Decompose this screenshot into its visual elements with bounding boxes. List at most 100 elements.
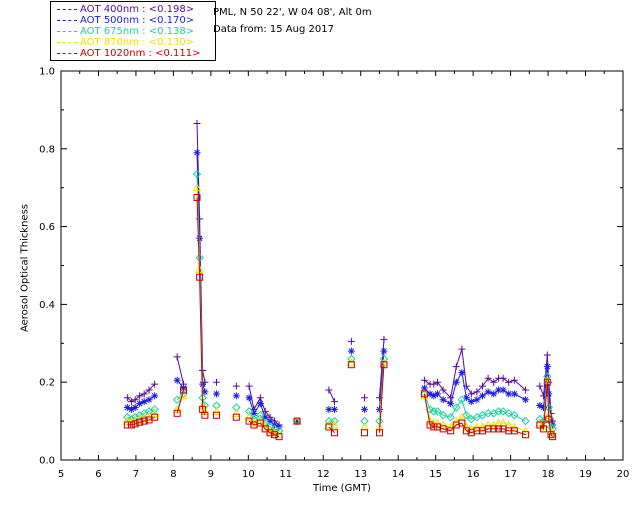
data-point — [425, 405, 435, 414]
data-point — [510, 427, 518, 435]
data-point — [192, 183, 202, 192]
data-point — [479, 382, 486, 390]
x-tick-label: 12 — [317, 469, 330, 480]
x-tick-label: 6 — [95, 469, 101, 480]
data-point — [505, 378, 513, 386]
data-point — [212, 390, 220, 398]
data-point — [495, 386, 503, 394]
legend-label-870nm: AOT 870nm : <0.130> — [80, 37, 195, 48]
data-point — [543, 363, 551, 371]
data-point — [439, 396, 447, 404]
data-point — [256, 400, 264, 408]
series-layer — [122, 120, 557, 441]
data-point — [293, 417, 301, 425]
data-date: Data from: 15 Aug 2017 — [213, 24, 334, 35]
data-point — [347, 354, 356, 364]
data-point — [140, 417, 148, 425]
data-point — [478, 422, 487, 431]
data-point — [127, 405, 135, 413]
data-point — [330, 416, 339, 426]
data-point — [360, 394, 368, 402]
data-point — [434, 378, 442, 386]
data-point — [360, 416, 369, 426]
data-point — [127, 414, 136, 424]
data-point — [131, 420, 139, 428]
series-aot-400nm — [123, 120, 557, 429]
series-line — [127, 197, 553, 438]
x-tick-label: 17 — [504, 469, 517, 480]
data-point — [420, 391, 429, 400]
data-point — [375, 429, 383, 437]
x-tick-label: 8 — [170, 469, 176, 480]
data-point — [244, 412, 254, 421]
data-point — [192, 169, 202, 179]
series-aot-1020nm — [123, 193, 557, 441]
data-point — [433, 407, 442, 416]
data-point — [521, 426, 530, 435]
data-point — [150, 405, 159, 414]
data-point — [136, 400, 144, 408]
data-point — [331, 429, 339, 437]
data-point — [140, 390, 148, 398]
data-point — [136, 392, 144, 400]
data-point — [446, 413, 455, 422]
y-tick-label: 0.8 — [39, 144, 55, 155]
data-point — [255, 416, 265, 425]
data-point — [430, 423, 438, 431]
data-point — [521, 416, 530, 426]
data-point — [479, 392, 486, 400]
data-point — [522, 431, 530, 439]
data-point — [151, 380, 159, 388]
data-point — [360, 405, 368, 413]
data-point — [150, 408, 160, 417]
data-point — [380, 335, 388, 343]
data-point — [123, 421, 131, 429]
legend-label-500nm: AOT 500nm : <0.170> — [80, 15, 195, 26]
data-point — [261, 425, 269, 433]
data-point — [256, 411, 265, 420]
data-point — [462, 411, 471, 420]
data-point — [145, 396, 153, 404]
data-point — [151, 413, 159, 421]
data-point — [545, 415, 553, 423]
data-point — [325, 405, 333, 413]
data-point — [429, 407, 439, 416]
data-point — [325, 423, 333, 431]
legend: AOT 400nm : <0.198> AOT 500nm : <0.170> … — [50, 1, 216, 61]
data-point — [347, 358, 356, 367]
data-point — [510, 422, 519, 431]
data-point — [420, 384, 428, 392]
data-point — [490, 390, 498, 398]
data-point — [232, 408, 241, 417]
x-tick-label: 13 — [354, 469, 367, 480]
data-point — [325, 386, 333, 394]
data-point — [451, 416, 461, 425]
data-point — [256, 394, 264, 402]
data-point — [232, 392, 240, 400]
data-point — [127, 421, 135, 429]
data-point — [545, 390, 553, 398]
data-point — [201, 411, 209, 419]
legend-swatch-500nm — [57, 20, 77, 21]
data-point — [293, 417, 301, 425]
data-point — [426, 421, 434, 429]
data-point — [127, 398, 135, 406]
data-point — [196, 273, 204, 281]
data-point — [490, 425, 498, 433]
data-point — [136, 418, 144, 426]
x-tick-label: 16 — [467, 469, 480, 480]
y-tick-label: 0.6 — [39, 222, 55, 233]
data-point — [193, 149, 201, 157]
data-point — [151, 392, 159, 400]
data-point — [510, 411, 519, 420]
data-point — [438, 411, 448, 420]
data-point — [473, 388, 481, 396]
data-point — [458, 345, 466, 353]
data-point — [196, 234, 204, 242]
data-point — [172, 395, 182, 404]
data-point — [438, 420, 448, 429]
data-point — [522, 386, 530, 394]
data-point — [426, 390, 434, 398]
data-point — [434, 390, 442, 398]
legend-swatch-1020nm — [57, 53, 77, 54]
